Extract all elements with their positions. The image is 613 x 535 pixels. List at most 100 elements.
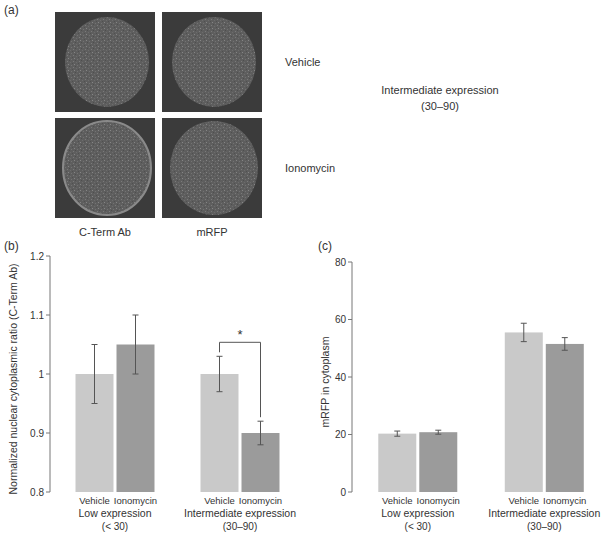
y-tick-label: 20 [335, 429, 347, 440]
bar [419, 432, 457, 492]
error-stem [219, 356, 220, 391]
bar-label: Vehicle [204, 495, 235, 506]
cell-image [170, 121, 258, 215]
y-tick-label: 40 [335, 372, 347, 383]
error-cap [133, 315, 139, 316]
y-tick [46, 433, 50, 434]
y-tick [46, 374, 50, 375]
figure: (a) Vehicle Ionomycin C-Term Ab mRFP Intermed… [0, 0, 613, 535]
cell-image [65, 17, 149, 107]
error-cap [258, 444, 264, 445]
error-bar [521, 323, 527, 341]
y-tick [46, 256, 50, 257]
y-tick [46, 315, 50, 316]
error-cap [435, 430, 441, 431]
category-sublabel: (< 30) [102, 521, 128, 532]
error-cap [217, 356, 223, 357]
y-tick-label: 80 [335, 257, 347, 268]
category-label: Low expression [381, 507, 454, 519]
error-bar [562, 338, 568, 351]
micrograph-bg [162, 118, 262, 218]
error-stem [397, 431, 398, 436]
bar-label: Ionomycin [543, 495, 586, 506]
y-tick-label: 1.2 [30, 251, 44, 262]
y-tick-label: 0 [340, 487, 346, 498]
row-label: Vehicle [285, 56, 320, 68]
y-tick [46, 492, 50, 493]
error-stem [438, 430, 439, 434]
y-tick-label: 1.1 [30, 310, 44, 321]
y-axis [352, 262, 353, 492]
error-cap [394, 431, 400, 432]
error-cap [562, 350, 568, 351]
error-cap [394, 436, 400, 437]
category-sublabel: (30–90) [527, 521, 561, 532]
error-bar [133, 315, 139, 374]
note: Intermediate expression [381, 84, 498, 96]
error-bar [92, 345, 98, 404]
y-tick [348, 319, 352, 320]
y-axis [50, 256, 51, 492]
error-cap [258, 421, 264, 422]
column-label: mRFP [196, 226, 227, 238]
bar-label: Vehicle [382, 495, 413, 506]
error-cap [562, 337, 568, 338]
error-cap [521, 341, 527, 342]
error-cap [435, 434, 441, 435]
cell-image [63, 121, 151, 215]
micrograph-bg [55, 118, 155, 218]
error-bar [394, 431, 400, 436]
y-tick [348, 492, 352, 493]
category-label: Intermediate expression [184, 507, 296, 519]
significance-bracket [220, 342, 261, 417]
cell-rim [63, 121, 151, 215]
cell-image [172, 17, 256, 107]
bars [378, 323, 584, 492]
error-cap [521, 323, 527, 324]
bars [76, 315, 280, 492]
y-tick [348, 377, 352, 378]
y-tick-label: 1 [38, 369, 44, 380]
bar-label: Vehicle [79, 495, 110, 506]
error-cap [133, 374, 139, 375]
bar [378, 434, 416, 492]
error-cap [217, 391, 223, 392]
bar-label: Ionomycin [239, 495, 282, 506]
bar [546, 344, 584, 492]
bar [201, 374, 239, 492]
bar [505, 332, 543, 492]
y-axis-label: mRFP in cytoplasm [319, 336, 331, 427]
bracket-line [220, 342, 261, 417]
column-label: C-Term Ab [79, 226, 131, 238]
y-tick [348, 434, 352, 435]
micrograph-bg [162, 12, 262, 112]
significance-marker: * [237, 327, 242, 342]
error-stem [523, 323, 524, 341]
chart: (b)0.80.911.11.2Normalized nuclear cytop… [4, 239, 296, 532]
bar-label: Ionomycin [114, 495, 157, 506]
row-label: Ionomycin [285, 162, 335, 174]
error-stem [260, 421, 261, 445]
category-label: Intermediate expression [488, 507, 600, 519]
y-tick [348, 262, 352, 263]
error-cap [92, 344, 98, 345]
error-stem [94, 345, 95, 404]
panel-label: (a) [4, 3, 19, 17]
error-bar [258, 421, 264, 445]
error-stem [135, 315, 136, 374]
panel-label: (b) [4, 239, 19, 253]
y-tick-label: 60 [335, 314, 347, 325]
error-bar [435, 430, 441, 434]
bar-label: Vehicle [508, 495, 539, 506]
bar-label: Ionomycin [417, 495, 460, 506]
micrograph-bg [55, 12, 155, 112]
error-bar [217, 356, 223, 391]
y-tick-label: 0.8 [30, 487, 44, 498]
panel-label: (c) [318, 239, 332, 253]
error-stem [564, 338, 565, 351]
category-label: Low expression [79, 507, 152, 519]
category-sublabel: (< 30) [405, 521, 431, 532]
y-tick-label: 0.9 [30, 428, 44, 439]
chart: (c) 0 20 40 60 80 mRFP in cytoplasm Vehicle Vehi… [318, 239, 600, 532]
category-sublabel: (30–90) [223, 521, 257, 532]
